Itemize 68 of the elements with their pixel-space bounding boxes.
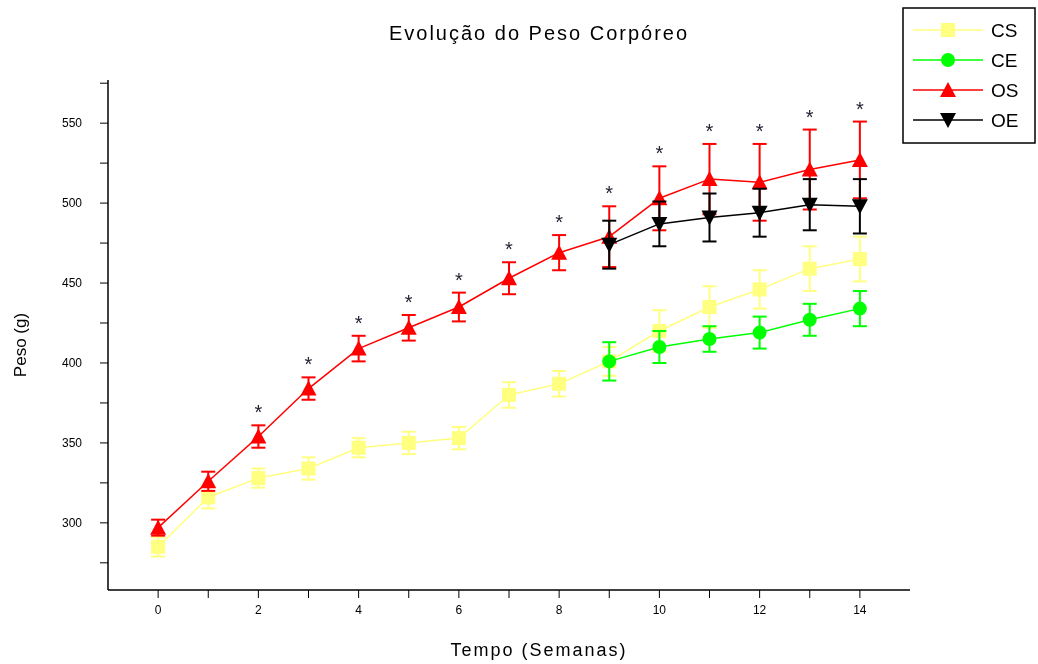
point — [451, 431, 466, 446]
x-tick-label: 2 — [255, 603, 263, 617]
annotation: * — [855, 97, 864, 120]
point — [851, 199, 868, 215]
annotation: * — [705, 119, 714, 142]
y-tick-label: 550 — [61, 116, 83, 131]
point — [651, 216, 668, 232]
point — [652, 339, 667, 354]
legend-label: OS — [991, 80, 1019, 101]
x-tick-label: 10 — [652, 603, 667, 617]
point — [150, 519, 167, 535]
point — [802, 312, 817, 327]
annotation: * — [404, 291, 413, 314]
point — [702, 332, 717, 346]
point — [502, 387, 516, 402]
point — [300, 380, 317, 396]
point — [752, 282, 767, 297]
x-axis-title: Tempo (Semanas) — [450, 640, 628, 660]
point — [551, 244, 568, 260]
point — [251, 471, 266, 486]
point — [801, 161, 818, 177]
point — [501, 270, 517, 286]
point — [702, 300, 717, 315]
point — [852, 252, 867, 267]
x-tick-label: 4 — [355, 603, 363, 617]
annotation: * — [254, 401, 263, 424]
point — [752, 325, 767, 340]
annotation: * — [605, 182, 614, 205]
point — [350, 340, 367, 356]
annotation: * — [304, 353, 313, 376]
point — [552, 376, 567, 391]
x-tick-label: 8 — [555, 603, 563, 617]
y-tick-label: 300 — [61, 515, 83, 530]
point — [351, 440, 366, 455]
point — [851, 151, 868, 167]
x-tick-label: 12 — [752, 603, 767, 617]
y-tick-label: 450 — [61, 276, 83, 291]
y-tick-label: 500 — [61, 196, 83, 211]
point — [701, 210, 718, 226]
point — [801, 197, 818, 213]
legend-label: OE — [991, 110, 1019, 131]
point — [400, 319, 417, 335]
annotation: * — [655, 142, 664, 165]
point — [450, 299, 467, 315]
y-tick-label: 350 — [61, 435, 83, 450]
point — [301, 461, 316, 476]
point — [401, 435, 416, 450]
point — [151, 539, 166, 554]
point — [751, 205, 768, 221]
point — [701, 171, 718, 187]
point — [250, 428, 267, 444]
annotation: * — [555, 211, 564, 234]
point — [802, 261, 817, 276]
chart-title: Evolução do Peso Corpóreo — [388, 22, 690, 44]
x-tick-label: 0 — [154, 603, 162, 617]
legend-label: CS — [991, 20, 1018, 41]
annotation: * — [505, 238, 514, 261]
legend-label: CE — [991, 50, 1018, 71]
annotation: * — [354, 311, 363, 334]
annotation: * — [805, 105, 814, 128]
y-axis-title: Peso (g) — [11, 312, 30, 378]
point — [852, 301, 867, 316]
point — [601, 237, 618, 253]
annotation: * — [454, 268, 463, 291]
x-tick-label: 14 — [853, 603, 867, 617]
y-tick-label: 400 — [61, 355, 83, 370]
x-tick-label: 6 — [455, 603, 463, 617]
annotation: * — [755, 119, 764, 142]
